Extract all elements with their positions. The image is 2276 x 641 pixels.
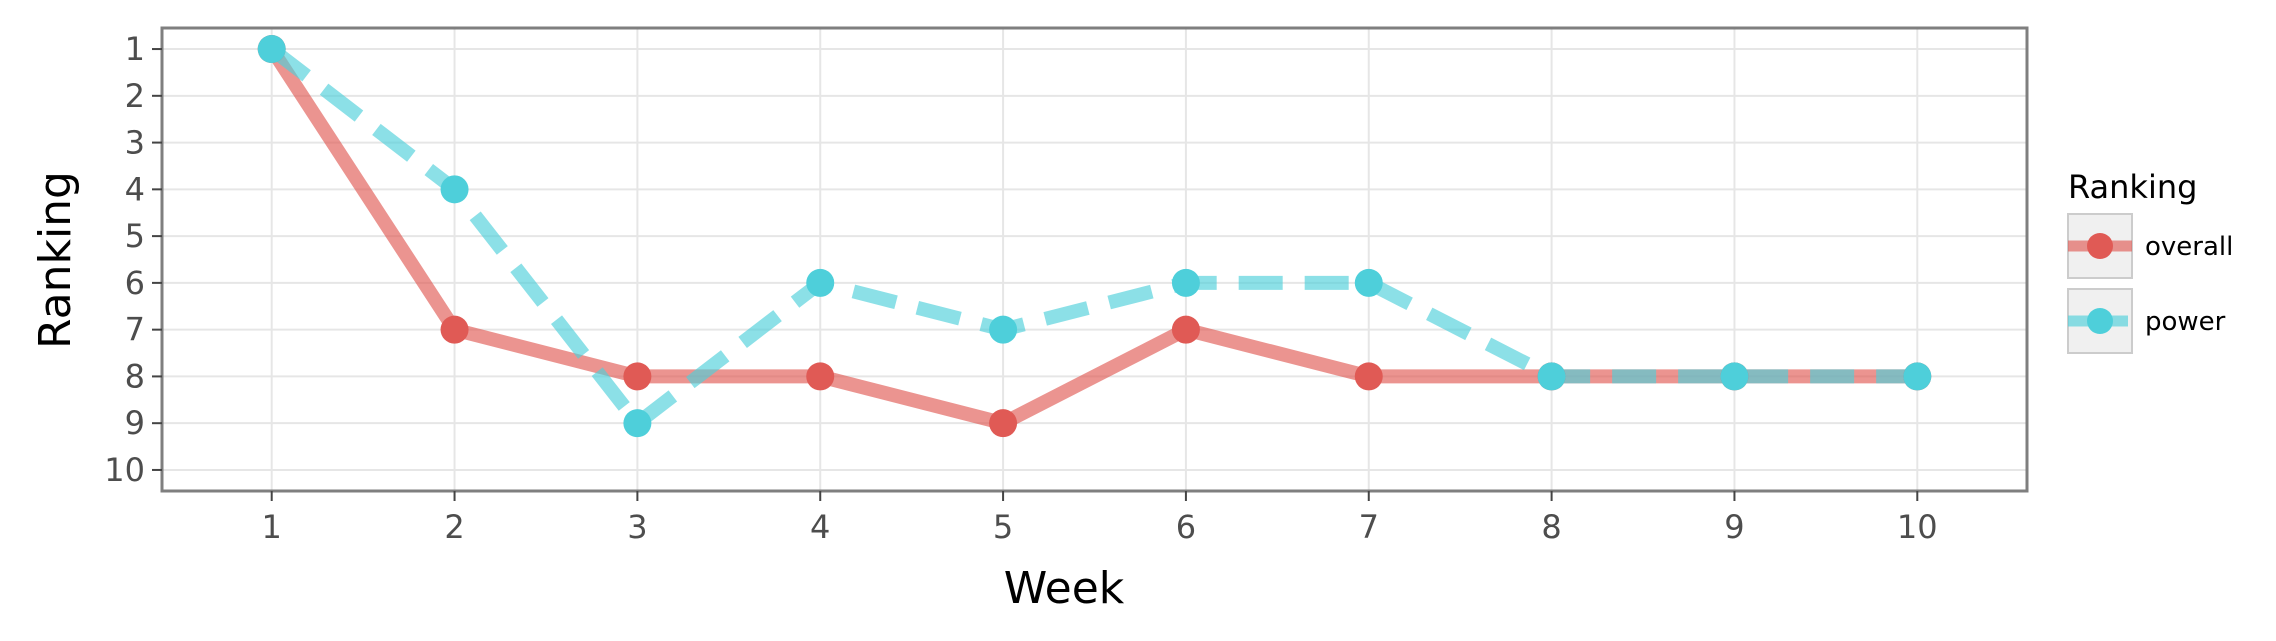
grid-layer	[162, 28, 2027, 491]
x-tick-label: 4	[810, 508, 830, 546]
y-tick-label: 4	[125, 170, 145, 208]
data-point-overall	[806, 362, 835, 391]
y-tick-label: 6	[125, 264, 145, 302]
x-tick-label: 3	[627, 508, 647, 546]
legend-marker-overall	[2087, 233, 2113, 259]
y-tick-label: 7	[125, 311, 145, 349]
y-tick-label: 2	[125, 77, 145, 115]
series-line-power	[267, 43, 1918, 431]
x-tick-label: 6	[1176, 508, 1196, 546]
x-tick-label: 1	[262, 508, 282, 546]
y-tick-label: 1	[125, 30, 145, 68]
series-layer	[257, 35, 1932, 438]
data-point-power	[989, 315, 1018, 344]
data-point-power	[1720, 362, 1749, 391]
y-tick-label: 8	[125, 357, 145, 395]
legend: Ranking overall power	[2067, 168, 2233, 354]
legend-item-power: power	[2067, 288, 2226, 354]
data-point-overall	[989, 409, 1018, 438]
x-tick-label: 8	[1541, 508, 1561, 546]
x-tick-label: 2	[444, 508, 464, 546]
data-point-overall	[1171, 315, 1200, 344]
data-point-power	[440, 175, 469, 204]
x-tick-label: 7	[1359, 508, 1379, 546]
data-point-power	[1903, 362, 1932, 391]
data-point-power	[1171, 268, 1200, 297]
data-point-overall	[440, 315, 469, 344]
legend-title: Ranking	[2068, 168, 2197, 206]
data-point-power	[806, 268, 835, 297]
legend-label-power: power	[2145, 307, 2226, 337]
data-point-power	[623, 409, 652, 438]
data-point-overall	[1354, 362, 1383, 391]
data-point-overall	[623, 362, 652, 391]
y-axis-title: Ranking	[30, 171, 81, 349]
y-tick-label: 5	[125, 217, 145, 255]
x-tick-label: 10	[1897, 508, 1938, 546]
legend-marker-power	[2087, 308, 2113, 334]
data-point-power	[1537, 362, 1566, 391]
plot-panel-border	[160, 26, 2029, 493]
y-tick-label: 9	[125, 404, 145, 442]
axis-layer: 1 2 3 4 5 6 7 8 9 10 1 2 3 4 5 6 7 8 9 10	[104, 30, 1937, 546]
legend-label-overall: overall	[2145, 232, 2233, 262]
x-axis-title: Week	[1004, 563, 1125, 614]
y-tick-label: 10	[104, 451, 145, 489]
x-tick-label: 5	[993, 508, 1013, 546]
y-tick-label: 3	[125, 124, 145, 162]
data-point-power	[1354, 268, 1383, 297]
data-point-power	[257, 35, 286, 64]
x-tick-label: 9	[1724, 508, 1744, 546]
legend-item-overall: overall	[2067, 213, 2233, 279]
